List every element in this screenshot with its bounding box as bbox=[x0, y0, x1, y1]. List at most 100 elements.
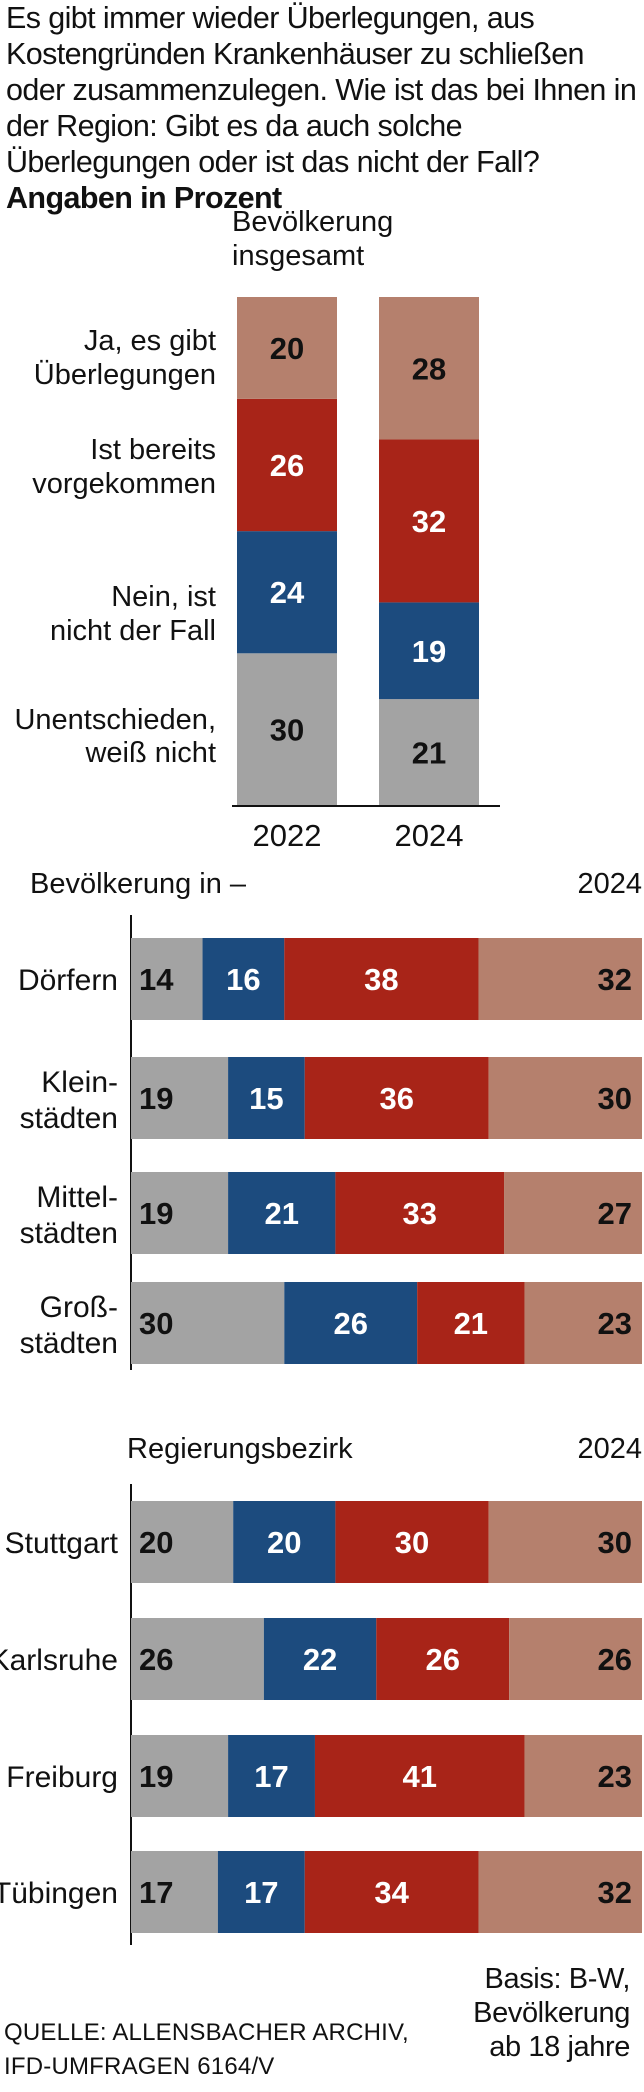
legend-label-line: vorgekommen bbox=[32, 468, 216, 500]
bar-segment bbox=[131, 1618, 264, 1700]
legend-label-line: Ja, es gibt bbox=[84, 325, 216, 357]
data-label: 33 bbox=[402, 1196, 436, 1231]
chart-by-place-size: Bevölkerung in – 2024 14 16 38 32 Dörfern 19 15 3… bbox=[18, 868, 642, 1370]
data-label: 23 bbox=[598, 1759, 632, 1794]
data-label: 26 bbox=[139, 1642, 173, 1677]
bar-segment bbox=[202, 938, 285, 1020]
bar-segment bbox=[509, 1618, 642, 1700]
bar-segment bbox=[488, 1501, 642, 1583]
bar-segment bbox=[478, 1851, 642, 1933]
row-label: Stuttgart bbox=[5, 1527, 119, 1560]
data-label: 19 bbox=[412, 634, 446, 669]
bar-segment bbox=[379, 602, 479, 700]
data-label: 20 bbox=[267, 1525, 301, 1560]
bar-segment bbox=[233, 1501, 336, 1583]
legend-label-line: weiß nicht bbox=[84, 737, 216, 769]
bar-segment bbox=[131, 1057, 229, 1139]
legend-label-line: Nein, ist bbox=[111, 581, 216, 613]
legend-item: Ja, es gibt ÜberlegungenJa, es gibtÜberl… bbox=[34, 325, 216, 391]
question-body: Es gibt immer wieder Überlegungen, aus K… bbox=[6, 1, 637, 179]
bar-segment bbox=[379, 439, 479, 603]
bar-segment bbox=[131, 1851, 218, 1933]
data-label: 30 bbox=[139, 1306, 173, 1341]
data-label: 23 bbox=[598, 1306, 632, 1341]
bar-segment bbox=[478, 938, 642, 1020]
data-label: 30 bbox=[270, 713, 304, 748]
bar-segment bbox=[237, 297, 337, 399]
row-label-line: städten bbox=[20, 1217, 118, 1250]
bar-segment bbox=[304, 1851, 479, 1933]
bar-segment bbox=[524, 1735, 642, 1817]
bar-segment bbox=[304, 1057, 489, 1139]
chart1-title-line2: insgesamt bbox=[232, 240, 364, 272]
data-label: 17 bbox=[254, 1759, 288, 1794]
panel-title: Bevölkerung in – bbox=[30, 868, 247, 900]
bar-segment bbox=[228, 1735, 315, 1817]
data-label: 19 bbox=[139, 1081, 173, 1116]
legend-label-line: Überlegungen bbox=[34, 359, 216, 391]
data-label: 32 bbox=[598, 1875, 632, 1910]
row-label: Freiburg bbox=[6, 1761, 118, 1794]
row-label: Mittel-städten bbox=[20, 1181, 118, 1250]
basis-note: Basis: B-W, Bevölkerung ab 18 jahre bbox=[473, 1962, 630, 2064]
data-label: 32 bbox=[598, 962, 632, 997]
row-label-line: städten bbox=[20, 1327, 118, 1360]
data-label: 17 bbox=[139, 1875, 173, 1910]
x-tick-label: 2024 bbox=[395, 818, 464, 853]
bar-segment bbox=[131, 1172, 229, 1254]
row-label: Dörfern bbox=[18, 964, 118, 997]
data-label: 36 bbox=[379, 1081, 413, 1116]
data-label: 30 bbox=[598, 1525, 632, 1560]
question-text: Es gibt immer wieder Überlegungen, aus K… bbox=[6, 0, 642, 216]
bar-segment bbox=[131, 1282, 285, 1364]
legend-label-line: Ist bereits bbox=[90, 434, 216, 466]
bar-segment bbox=[335, 1501, 489, 1583]
bar-segment bbox=[237, 653, 337, 806]
row-label: Tübingen bbox=[0, 1877, 118, 1910]
data-label: 30 bbox=[598, 1081, 632, 1116]
bar-segment bbox=[335, 1172, 505, 1254]
data-label: 17 bbox=[244, 1875, 278, 1910]
panel-title: Regierungsbezirk bbox=[127, 1433, 353, 1465]
bar-segment bbox=[379, 699, 479, 806]
bar-segment bbox=[524, 1282, 642, 1364]
data-label: 26 bbox=[425, 1642, 459, 1677]
bar-segment bbox=[263, 1618, 377, 1700]
row-label-line: Klein- bbox=[41, 1066, 118, 1099]
chart1-title-line1: Bevölkerung bbox=[232, 206, 393, 238]
panel-year: 2024 bbox=[577, 1433, 642, 1465]
data-label: 16 bbox=[226, 962, 260, 997]
legend-item: Ist bereits vorgekommenIst bereitsvorgek… bbox=[32, 434, 216, 500]
bar-segment bbox=[237, 531, 337, 654]
data-label: 26 bbox=[598, 1642, 632, 1677]
data-label: 21 bbox=[412, 736, 446, 771]
data-label: 14 bbox=[139, 962, 174, 997]
legend-item: Unentschieden, weiß nichtUnentschieden,w… bbox=[14, 704, 216, 769]
data-label: 26 bbox=[333, 1306, 367, 1341]
data-label: 27 bbox=[598, 1196, 632, 1231]
data-label: 26 bbox=[270, 448, 304, 483]
bar-segment bbox=[504, 1172, 642, 1254]
unit-note: Angaben in Prozent bbox=[6, 181, 282, 215]
row-label-line: städten bbox=[20, 1102, 118, 1135]
bar-segment bbox=[228, 1172, 336, 1254]
bar-segment bbox=[314, 1735, 525, 1817]
data-label: 30 bbox=[395, 1525, 429, 1560]
basis-line-3: ab 18 jahre bbox=[489, 2031, 630, 2063]
data-label: 15 bbox=[249, 1081, 283, 1116]
legend-label-line: nicht der Fall bbox=[50, 615, 216, 647]
data-label: 20 bbox=[270, 331, 304, 366]
data-label: 24 bbox=[270, 575, 305, 610]
bar-segment bbox=[284, 938, 479, 1020]
bar-segment bbox=[379, 297, 479, 440]
basis-line-1: Basis: B-W, bbox=[484, 1963, 631, 1995]
source-line-1: QUELLE: ALLENSBACHER ARCHIV, bbox=[4, 2019, 409, 2046]
data-label: 19 bbox=[139, 1759, 173, 1794]
bar-segment bbox=[228, 1057, 305, 1139]
data-label: 28 bbox=[412, 351, 446, 386]
bar-segment bbox=[131, 1735, 229, 1817]
legend-label-line: Unentschieden, bbox=[14, 704, 216, 736]
